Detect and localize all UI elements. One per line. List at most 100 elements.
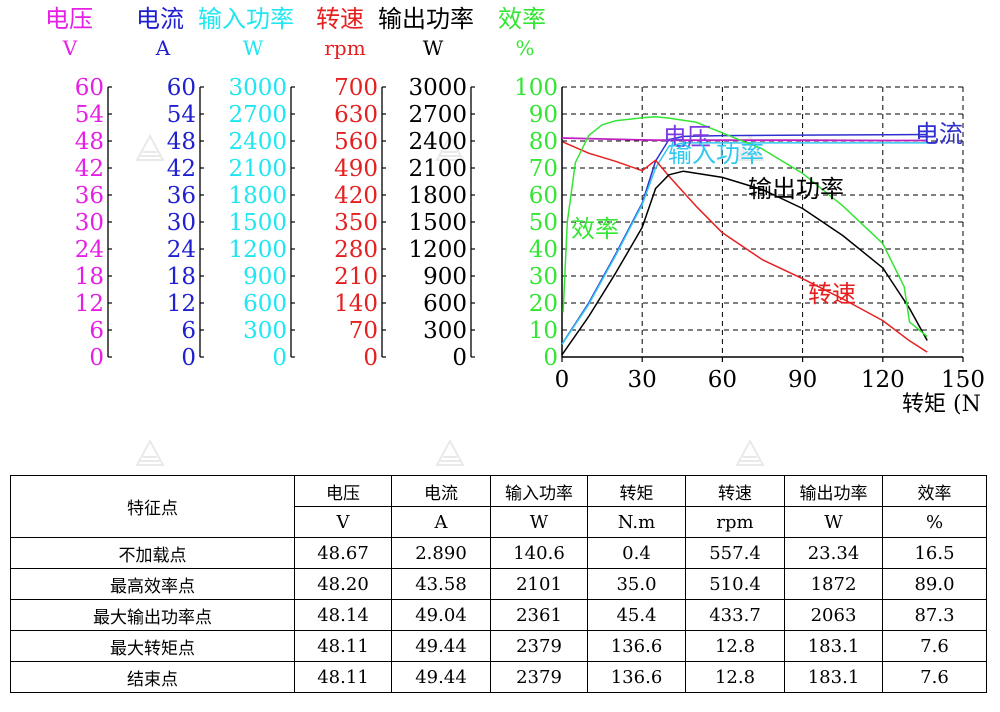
tick-label: 2400 xyxy=(408,129,467,155)
table-cell: 0.4 xyxy=(587,537,686,569)
table-unit-row: V A W N.m rpm W % xyxy=(11,506,987,538)
table-row: 最大输出功率点 48.14 49.04 2361 45.4 433.7 2063… xyxy=(10,599,987,631)
tick-label: 300 xyxy=(243,318,287,344)
tick-label: 1200 xyxy=(408,237,467,263)
tick-label: 2100 xyxy=(228,156,287,182)
table-row: 最高效率点 48.20 43.58 2101 35.0 510.4 1872 8… xyxy=(10,568,987,600)
tick-label: 6 xyxy=(181,318,196,344)
axis-header-unit: % xyxy=(515,36,534,60)
y-tick-label: 20 xyxy=(529,291,558,317)
tick-label: 1800 xyxy=(408,183,467,209)
table-cell: 2361 xyxy=(490,599,588,631)
tick-label: 0 xyxy=(272,345,287,371)
tick-label: 60 xyxy=(167,75,196,101)
series-label-转速: 转速 xyxy=(808,280,856,308)
tick-label: 490 xyxy=(334,156,378,182)
header-current: 电流 xyxy=(391,475,491,507)
feature-point-table: 特征点 电压 电流 输入功率 转矩 转速 输出功率 效率 V A W N.m r… xyxy=(10,475,987,693)
x-axis-label: 转矩 (N xyxy=(902,392,981,417)
tick-label: 48 xyxy=(167,129,196,155)
tick-label: 36 xyxy=(167,183,196,209)
table-cell: 最大输出功率点 xyxy=(10,599,295,631)
tick-label: 0 xyxy=(181,345,196,371)
tick-label: 280 xyxy=(334,237,378,263)
table-cell: 7.6 xyxy=(882,630,987,662)
table-row: 不加载点 48.67 2.890 140.6 0.4 557.4 23.34 1… xyxy=(10,537,987,569)
header-speed: 转速 xyxy=(685,475,785,507)
tick-label: 210 xyxy=(334,264,378,290)
table-cell: 557.4 xyxy=(685,537,785,569)
y-tick-label: 100 xyxy=(514,75,558,101)
header-input-power: 输入功率 xyxy=(490,475,588,507)
series-line-输出功率 xyxy=(561,170,928,356)
watermark-icon xyxy=(435,438,465,466)
tick-label: 42 xyxy=(75,156,104,182)
y-tick-label: 60 xyxy=(529,183,558,209)
table-cell: 2379 xyxy=(490,630,588,662)
y-tick-label: 80 xyxy=(529,129,558,155)
unit-output-power: W xyxy=(784,506,883,538)
tick-label: 140 xyxy=(334,291,378,317)
y-tick-label: 90 xyxy=(529,102,558,128)
table-cell: 48.14 xyxy=(294,599,392,631)
tick-label: 2400 xyxy=(228,129,287,155)
table-cell: 45.4 xyxy=(587,599,686,631)
header-output-power: 输出功率 xyxy=(784,475,883,507)
table-cell: 183.1 xyxy=(784,661,883,693)
tick-label: 2700 xyxy=(228,102,287,128)
axis-header-name: 转速 xyxy=(316,5,364,33)
series-line-电压 xyxy=(561,137,928,142)
table-cell: 87.3 xyxy=(882,599,987,631)
tick-label: 48 xyxy=(75,129,104,155)
axis-header-name: 效率 xyxy=(498,5,546,33)
table-cell: 16.5 xyxy=(882,537,987,569)
table-cell: 35.0 xyxy=(587,568,686,600)
unit-speed: rpm xyxy=(685,506,785,538)
table-cell: 136.6 xyxy=(587,630,686,662)
tick-label: 0 xyxy=(89,345,104,371)
tick-label: 2700 xyxy=(408,102,467,128)
tick-label: 12 xyxy=(75,291,104,317)
watermark-logos xyxy=(135,133,765,466)
tick-label: 18 xyxy=(75,264,104,290)
table-cell: 2101 xyxy=(490,568,588,600)
tick-label: 18 xyxy=(167,264,196,290)
axis-header-unit: W xyxy=(423,36,444,60)
left-axes: 6054484236302418126060544842363024181260… xyxy=(75,75,475,371)
tick-label: 2100 xyxy=(408,156,467,182)
x-tick-label: 90 xyxy=(788,367,817,393)
axis-header-name: 电流 xyxy=(136,5,184,33)
table-cell: 48.11 xyxy=(294,661,392,693)
watermark-icon xyxy=(135,438,165,466)
table-cell: 183.1 xyxy=(784,630,883,662)
table-cell: 12.8 xyxy=(685,661,785,693)
watermark-icon xyxy=(735,133,765,161)
tick-label: 60 xyxy=(75,75,104,101)
tick-label: 700 xyxy=(334,75,378,101)
table-cell: 2.890 xyxy=(391,537,491,569)
header-voltage: 电压 xyxy=(294,475,392,507)
series-label-效率: 效率 xyxy=(571,215,619,243)
tick-label: 0 xyxy=(452,345,467,371)
tick-label: 24 xyxy=(167,237,196,263)
series-line-转速 xyxy=(562,141,928,353)
unit-efficiency: % xyxy=(882,506,987,538)
axis-headers: 电压 V 电流 A 输入功率 W 转速 rpm 输出功率 W 效率% xyxy=(45,5,546,60)
unit-torque: N.m xyxy=(587,506,686,538)
watermark-icon xyxy=(135,133,165,161)
tick-label: 24 xyxy=(75,237,104,263)
series-line-效率 xyxy=(562,115,928,338)
header-efficiency: 效率 xyxy=(882,475,987,507)
table-cell: 49.04 xyxy=(391,599,491,631)
axis-header-unit: rpm xyxy=(324,36,365,60)
axis-header-unit: A xyxy=(155,36,171,60)
y-tick-label: 10 xyxy=(529,318,558,344)
tick-label: 600 xyxy=(423,291,467,317)
table-cell: 12.8 xyxy=(685,630,785,662)
tick-label: 36 xyxy=(75,183,104,209)
y-tick-label: 0 xyxy=(543,345,558,371)
watermark-icon xyxy=(735,438,765,466)
table-cell: 48.11 xyxy=(294,630,392,662)
